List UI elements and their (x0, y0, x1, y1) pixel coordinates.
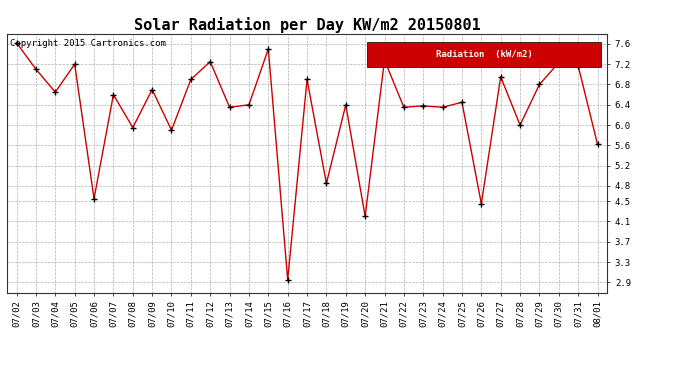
Text: Copyright 2015 Cartronics.com: Copyright 2015 Cartronics.com (10, 39, 166, 48)
Text: Radiation  (kW/m2): Radiation (kW/m2) (436, 50, 533, 59)
Title: Solar Radiation per Day KW/m2 20150801: Solar Radiation per Day KW/m2 20150801 (134, 16, 480, 33)
FancyBboxPatch shape (367, 42, 601, 68)
